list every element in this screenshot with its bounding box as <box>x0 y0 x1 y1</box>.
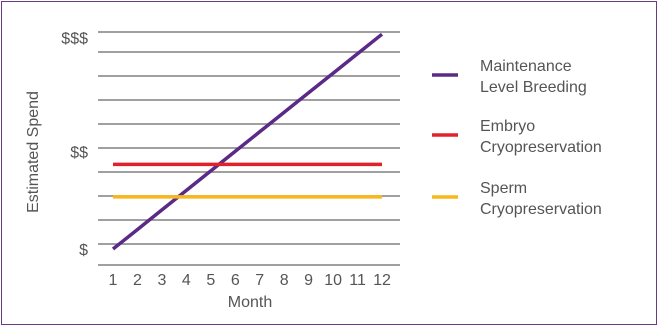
gridlines <box>98 31 400 266</box>
x-axis-title: Month <box>228 294 272 311</box>
x-tick-label: 5 <box>206 272 215 289</box>
series-lines <box>111 32 384 251</box>
legend-label: Embryo <box>480 118 535 135</box>
x-tick-label: 11 <box>349 272 366 289</box>
legend-label: Sperm <box>480 180 527 197</box>
legend-label: Cryopreservation <box>480 201 602 218</box>
x-tick-label: 9 <box>304 272 313 289</box>
x-tick-label: 3 <box>157 272 166 289</box>
tick-labels: 1 2 3 4 5 6 7 8 9 10 11 12$$$$$$ <box>61 30 391 289</box>
y-tick-label: $$$ <box>61 30 88 47</box>
x-tick-label: 4 <box>182 272 191 289</box>
legend: Maintenance Level Breeding Embryo Cryoprese… <box>432 58 602 218</box>
legend-label: Level Breeding <box>480 79 587 96</box>
y-tick-label: $$ <box>70 144 88 161</box>
x-tick-label: 10 <box>324 272 342 289</box>
series-line <box>111 32 384 251</box>
x-tick-label: 6 <box>231 272 240 289</box>
y-axis-title: Estimated Spend <box>25 91 42 213</box>
x-tick-label: 2 <box>133 272 142 289</box>
y-tick-label: $ <box>79 242 88 259</box>
x-tick-label: 12 <box>373 272 391 289</box>
x-tick-label: 1 <box>109 272 118 289</box>
x-tick-label: 7 <box>255 272 264 289</box>
legend-label: Cryopreservation <box>480 139 602 156</box>
x-tick-label: 8 <box>280 272 289 289</box>
legend-label: Maintenance <box>480 58 572 75</box>
